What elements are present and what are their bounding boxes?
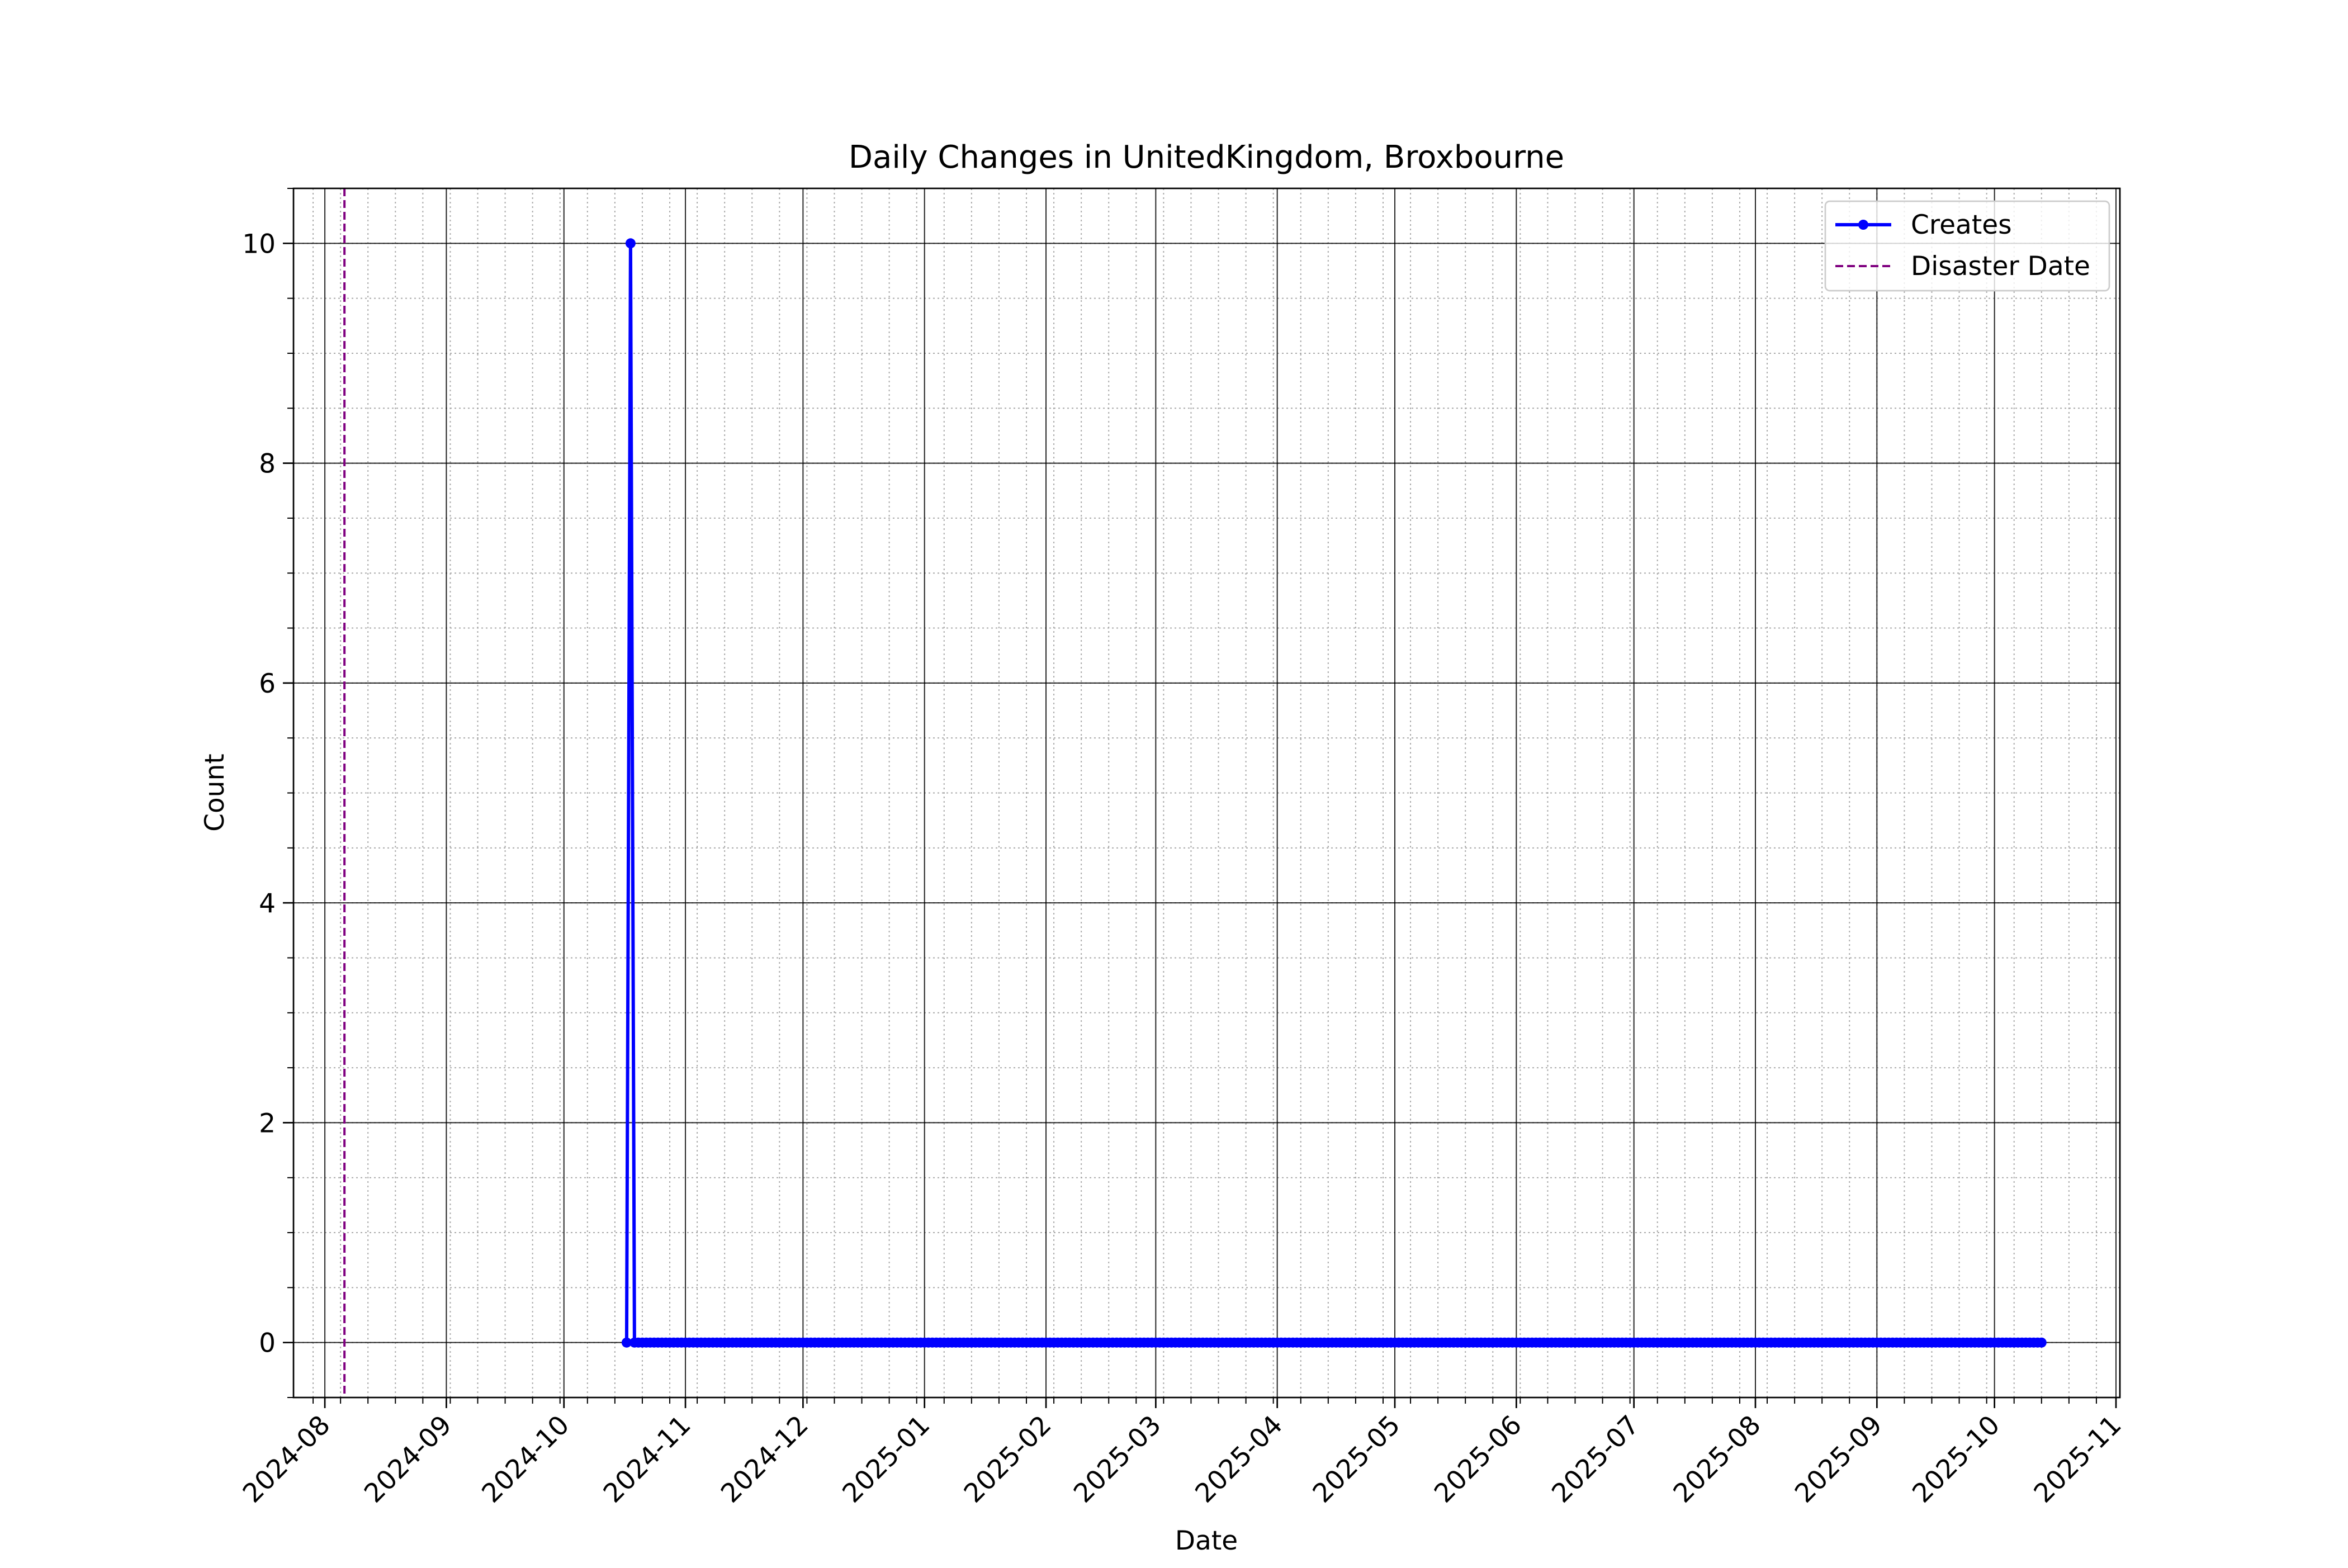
legend: Creates Disaster Date [1824,200,2110,292]
y-axis-ticks: 0 2 4 6 8 10 [242,188,294,1398]
legend-creates-label: Creates [1911,210,2012,240]
x-axis-label: Date [1175,1526,1238,1556]
y-tick-label: 10 [242,229,276,259]
chart-title: Daily Changes in UnitedKingdom, Broxbour… [849,139,1564,176]
legend-box [1824,200,2110,292]
legend-disaster-date-label: Disaster Date [1911,251,2090,282]
y-tick-label: 0 [259,1328,276,1359]
creates-data-point [625,238,636,249]
creates-data-point [2036,1337,2047,1348]
series-layer [621,238,2047,1348]
y-tick-label: 2 [259,1108,276,1139]
y-tick-label: 8 [259,449,276,480]
y-tick-label: 6 [259,669,276,699]
legend-creates-marker [1858,220,1868,230]
y-tick-label: 4 [259,888,276,919]
y-axis-label: Count [200,754,230,832]
creates-data-point [621,1337,632,1348]
